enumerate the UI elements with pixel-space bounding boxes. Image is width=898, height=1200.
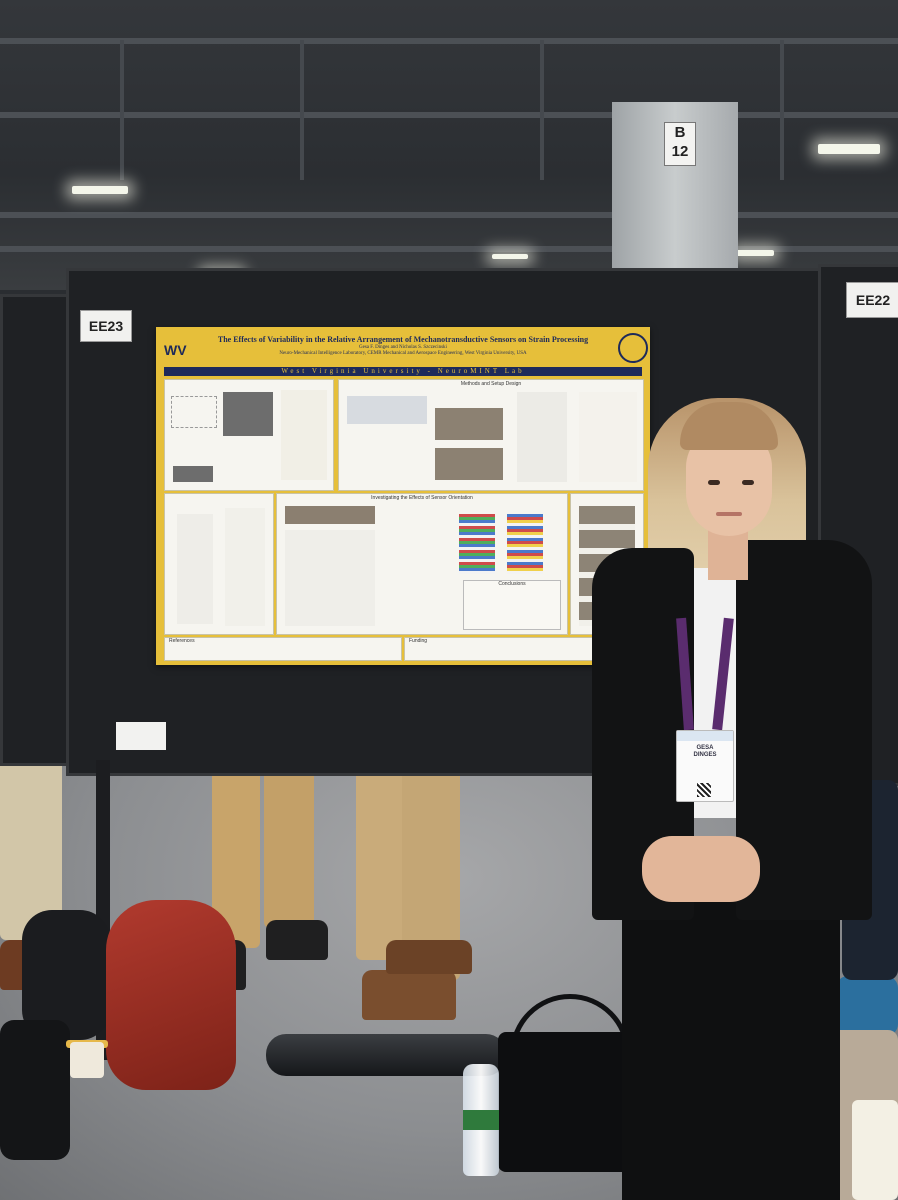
ceiling (0, 0, 898, 290)
lab-emblem-icon (618, 333, 648, 363)
university-logo: WV (164, 342, 187, 358)
poster-lab-bar: West Virginia University - NeuroMINT Lab (164, 367, 642, 376)
ceiling-light (72, 186, 128, 194)
poster-panel-nanoct (164, 493, 274, 635)
black-backpack (22, 910, 110, 1040)
ceiling-light (492, 254, 528, 259)
person-leg (264, 760, 314, 928)
blue-bag (836, 976, 898, 1036)
badge-qr-icon (697, 783, 711, 797)
ceiling-light (818, 144, 880, 154)
board-tag (116, 722, 166, 750)
poster-conclusions: Conclusions (463, 580, 561, 630)
section-heading-methods: Methods and Setup Design (460, 381, 522, 387)
ceiling-truss (120, 40, 124, 180)
poster-figure (177, 514, 213, 624)
poster-panel-intro (164, 379, 334, 491)
ceiling-beam (0, 38, 898, 44)
black-bag (0, 1020, 70, 1160)
section-heading-funding: Funding (409, 638, 428, 644)
poster-figure (285, 530, 375, 626)
badge-header (677, 731, 733, 741)
poster-panel-orientation: Investigating the Effects of Sensor Orie… (276, 493, 568, 635)
badge-name: GESA DINGES (693, 745, 717, 758)
poster-figure (435, 408, 503, 440)
presenter-hands (642, 836, 760, 902)
ceiling-light (736, 250, 774, 256)
person-shoe (386, 940, 472, 974)
poster-authors: Gesa F. Dinges and Nicholas S. Szczecins… (198, 345, 608, 357)
poster-figure (223, 392, 273, 436)
ceiling-truss (540, 40, 544, 180)
section-heading-references: References (169, 638, 195, 644)
poster-title: The Effects of Variability in the Relati… (217, 335, 589, 344)
poster-figure (579, 392, 637, 482)
presenter-neck (708, 528, 748, 580)
poster-figure (517, 392, 567, 482)
poster-figure (225, 508, 265, 626)
heatmap-figure (507, 514, 543, 574)
coffee-cup (70, 1042, 104, 1078)
poster-figure (281, 390, 327, 480)
name-badge: GESA DINGES (676, 730, 734, 802)
ceiling-truss (300, 40, 304, 180)
poster-references: References (164, 637, 402, 661)
board-number-left: EE23 (80, 310, 132, 342)
presenter-pants (622, 900, 840, 1200)
poster-figure (173, 466, 213, 482)
section-heading-conclusions: Conclusions (498, 581, 526, 587)
person-shoe (362, 970, 456, 1020)
ceiling-beam (0, 212, 898, 218)
person-shoe (266, 920, 328, 960)
poster-affiliation: Neuro-Mechanical Intelligence Laboratory… (279, 351, 527, 356)
poster-author-names: Gesa F. Dinges and Nicholas S. Szczecins… (359, 345, 447, 350)
poster-panel-methods: Methods and Setup Design (338, 379, 644, 491)
poster-figure (347, 396, 427, 424)
presenter-eye (742, 480, 754, 485)
poster-figure (171, 396, 217, 428)
handbag (498, 1032, 636, 1172)
section-heading-orientation: Investigating the Effects of Sensor Orie… (371, 495, 473, 501)
water-bottle-label (463, 1110, 499, 1130)
red-backpack (106, 900, 236, 1090)
research-poster: WV The Effects of Variability in the Rel… (156, 327, 650, 665)
ceiling-beam (0, 112, 898, 118)
pillar-sign: B 12 (664, 122, 696, 166)
poster-figure (435, 448, 503, 480)
board-number-right: EE22 (846, 282, 898, 318)
presenter-bangs (680, 402, 778, 450)
ceiling-beam (0, 246, 898, 252)
white-bag (852, 1100, 898, 1200)
heatmap-figure (459, 514, 495, 574)
poster-figure (285, 506, 375, 524)
ceiling-truss (780, 40, 784, 180)
presenter-mouth (716, 512, 742, 516)
presenter-eye (708, 480, 720, 485)
